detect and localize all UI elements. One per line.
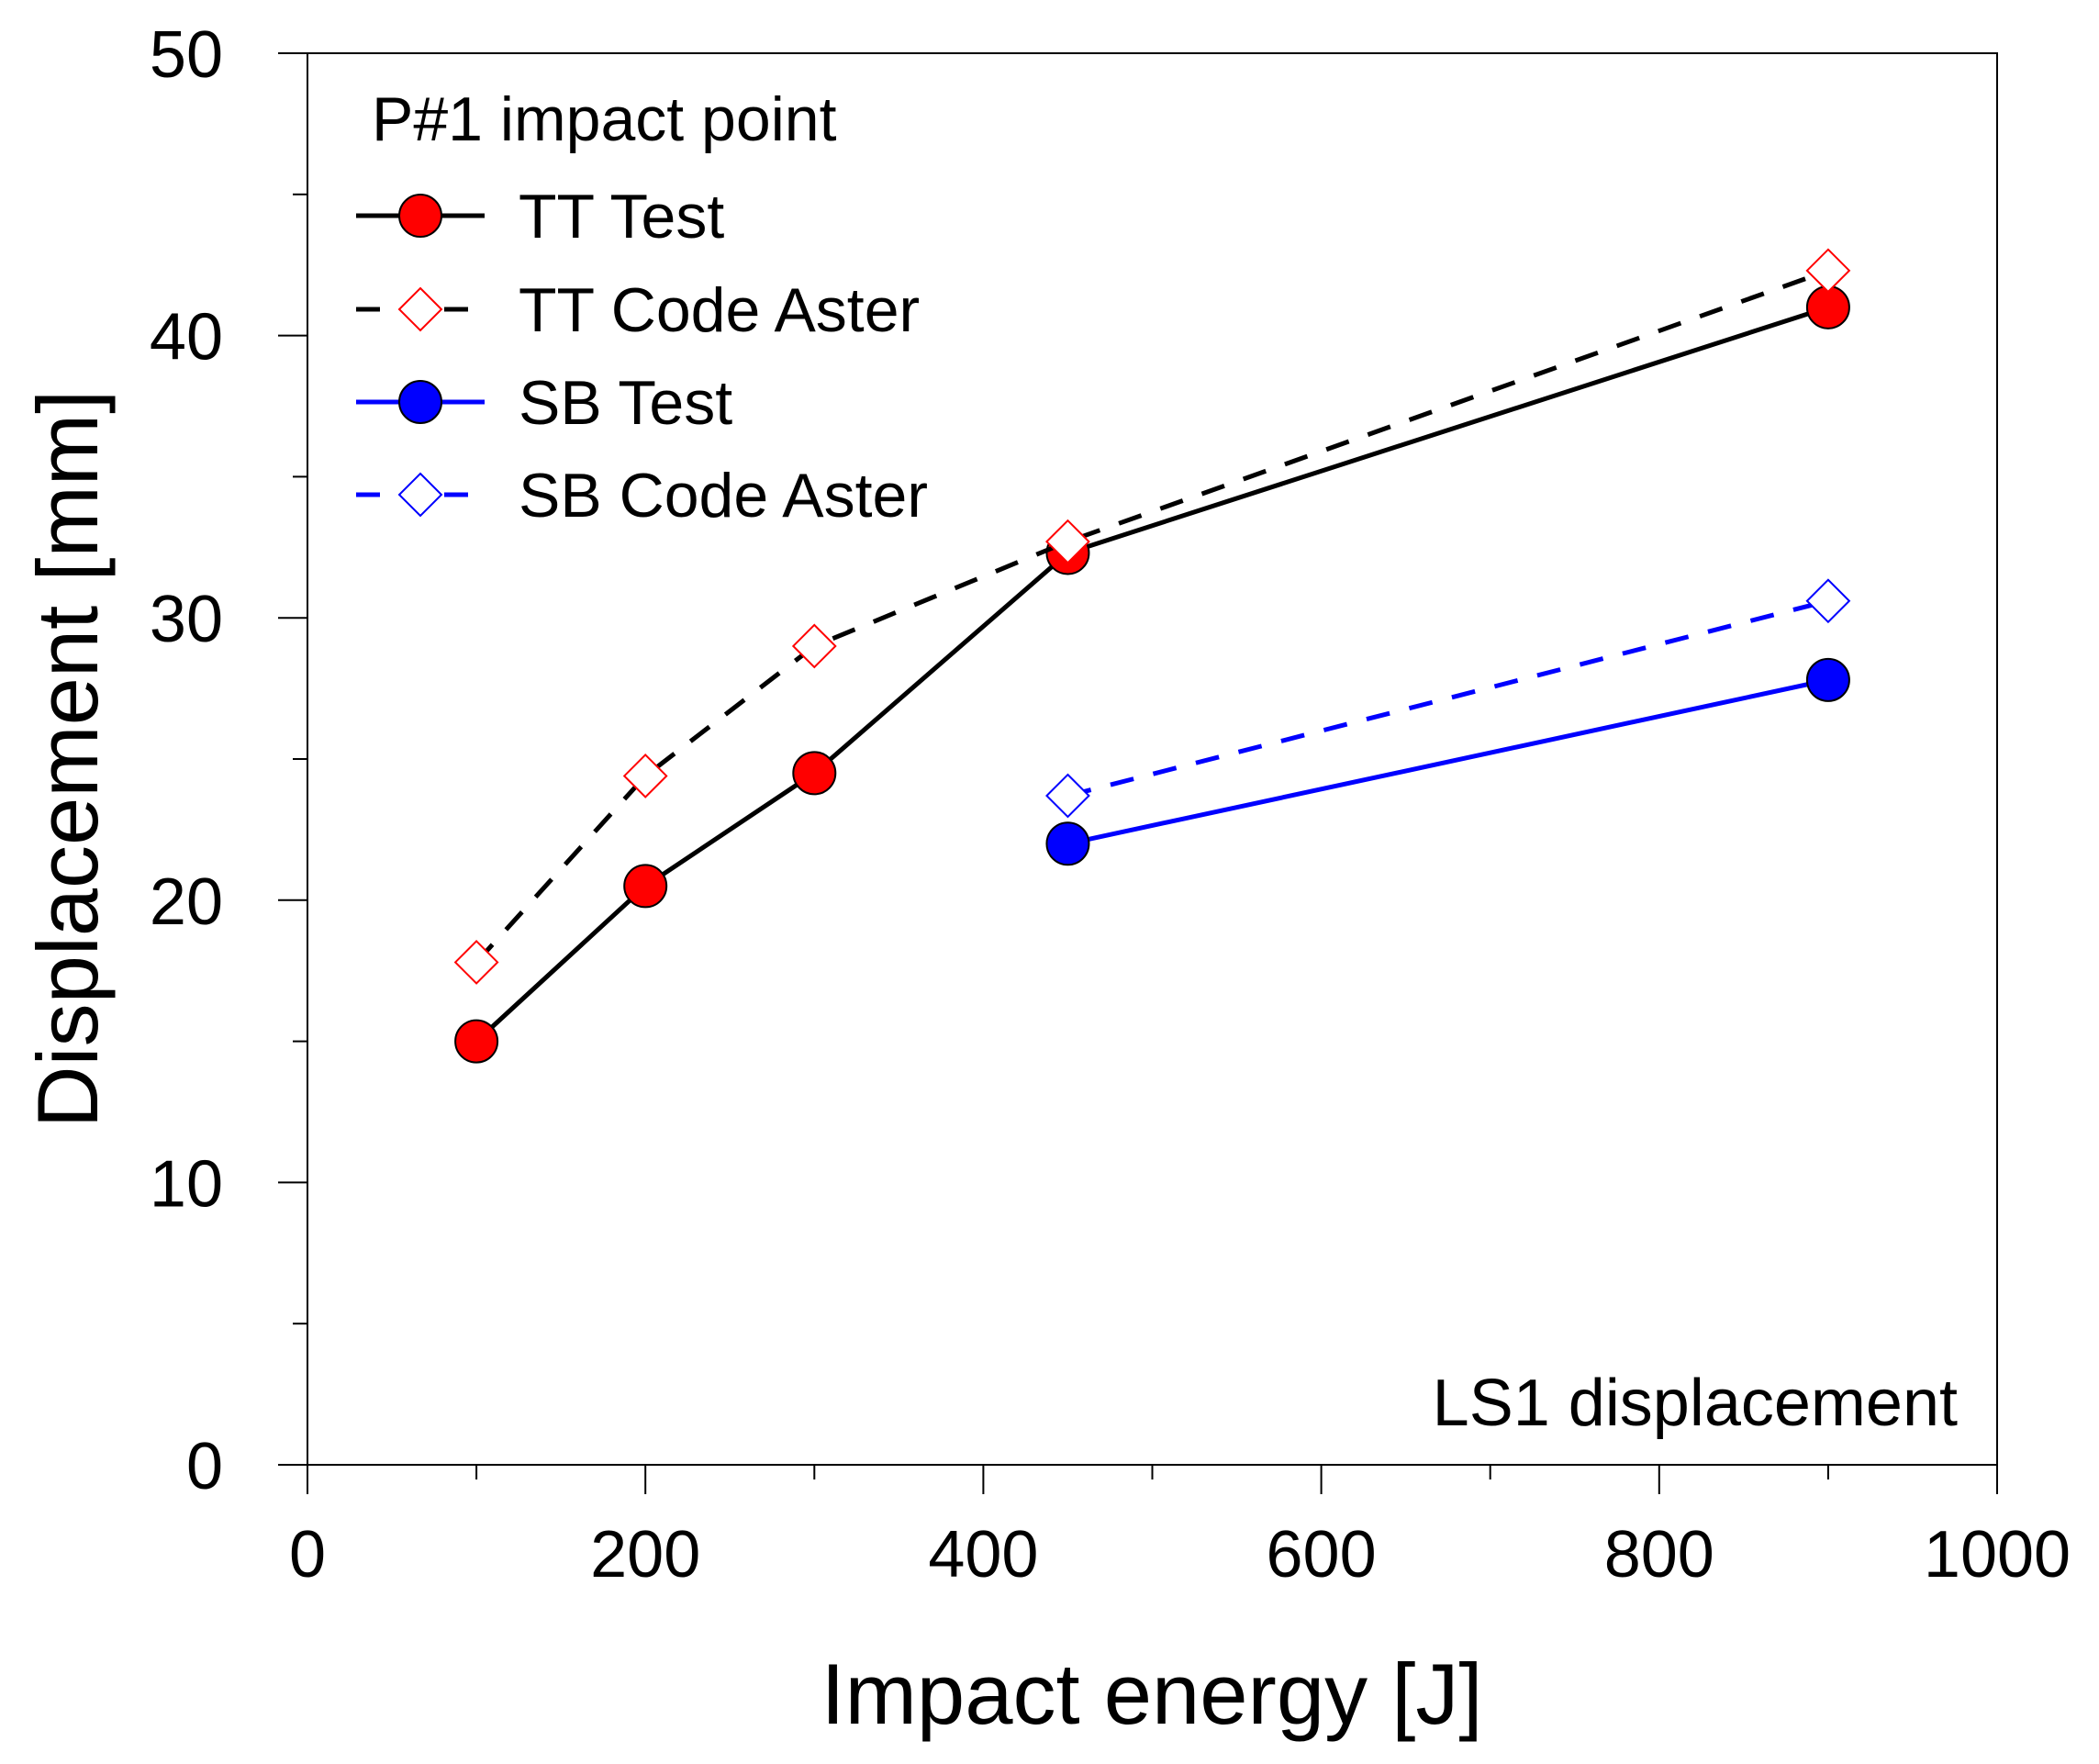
legend-label: SB Code Aster <box>519 461 928 530</box>
axis-ticks: 0 200 400 600 800 1000 0 10 20 30 40 50 <box>150 18 2071 1591</box>
legend-marker <box>398 194 442 238</box>
legend-entry-sb-test: SB Test <box>356 368 732 438</box>
legend-marker <box>397 286 443 332</box>
data-point <box>1045 773 1090 819</box>
y-tick-label: 20 <box>150 865 223 939</box>
x-tick-label: 800 <box>1604 1518 1714 1591</box>
y-tick-label: 30 <box>150 583 223 656</box>
x-tick-label: 200 <box>590 1518 700 1591</box>
legend-label: SB Test <box>519 368 732 438</box>
series-sb-test <box>1045 657 1850 866</box>
legend-title: P#1 impact point <box>372 84 837 154</box>
y-tick-label: 10 <box>150 1147 223 1221</box>
annotation-label: LS1 displacement <box>1433 1367 1958 1440</box>
x-tick-label: 600 <box>1267 1518 1377 1591</box>
data-point <box>791 623 837 669</box>
legend-entry-sb-code-aster: SB Code Aster <box>356 461 928 530</box>
y-tick-label: 50 <box>150 18 223 92</box>
legend-label: TT Test <box>519 182 724 251</box>
series-tt-test <box>454 285 1850 1064</box>
y-tick-label: 40 <box>150 301 223 374</box>
data-point <box>1805 248 1851 294</box>
data-point <box>1045 519 1090 564</box>
data-point <box>622 754 668 798</box>
data-point <box>453 940 499 985</box>
legend: P#1 impact point TT Test TT Code Aster SB … <box>356 84 928 530</box>
series-tt-code-aster <box>453 248 1851 985</box>
x-tick-label: 1000 <box>1924 1518 2071 1591</box>
legend-marker <box>398 380 442 424</box>
data-point <box>792 751 837 796</box>
x-tick-label: 400 <box>928 1518 1038 1591</box>
data-point <box>623 864 668 909</box>
plot-frame <box>307 52 1998 1466</box>
legend-entry-tt-test: TT Test <box>356 182 724 251</box>
y-tick-label: 0 <box>186 1430 223 1503</box>
data-point <box>1805 578 1851 624</box>
legend-entry-tt-code-aster: TT Code Aster <box>356 275 920 345</box>
data-point <box>1045 821 1090 866</box>
data-point <box>1805 657 1850 702</box>
y-axis-title: Displacement [mm] <box>19 390 116 1128</box>
legend-marker <box>397 472 443 518</box>
data-point <box>454 1019 499 1064</box>
series-line <box>1066 677 1829 846</box>
series-line <box>1066 598 1829 798</box>
legend-label: TT Code Aster <box>519 275 920 345</box>
x-tick-label: 0 <box>289 1518 326 1591</box>
series-sb-code-aster <box>1045 578 1851 819</box>
x-axis-title: Impact energy [J] <box>821 1646 1483 1742</box>
data-series <box>453 248 1851 1064</box>
